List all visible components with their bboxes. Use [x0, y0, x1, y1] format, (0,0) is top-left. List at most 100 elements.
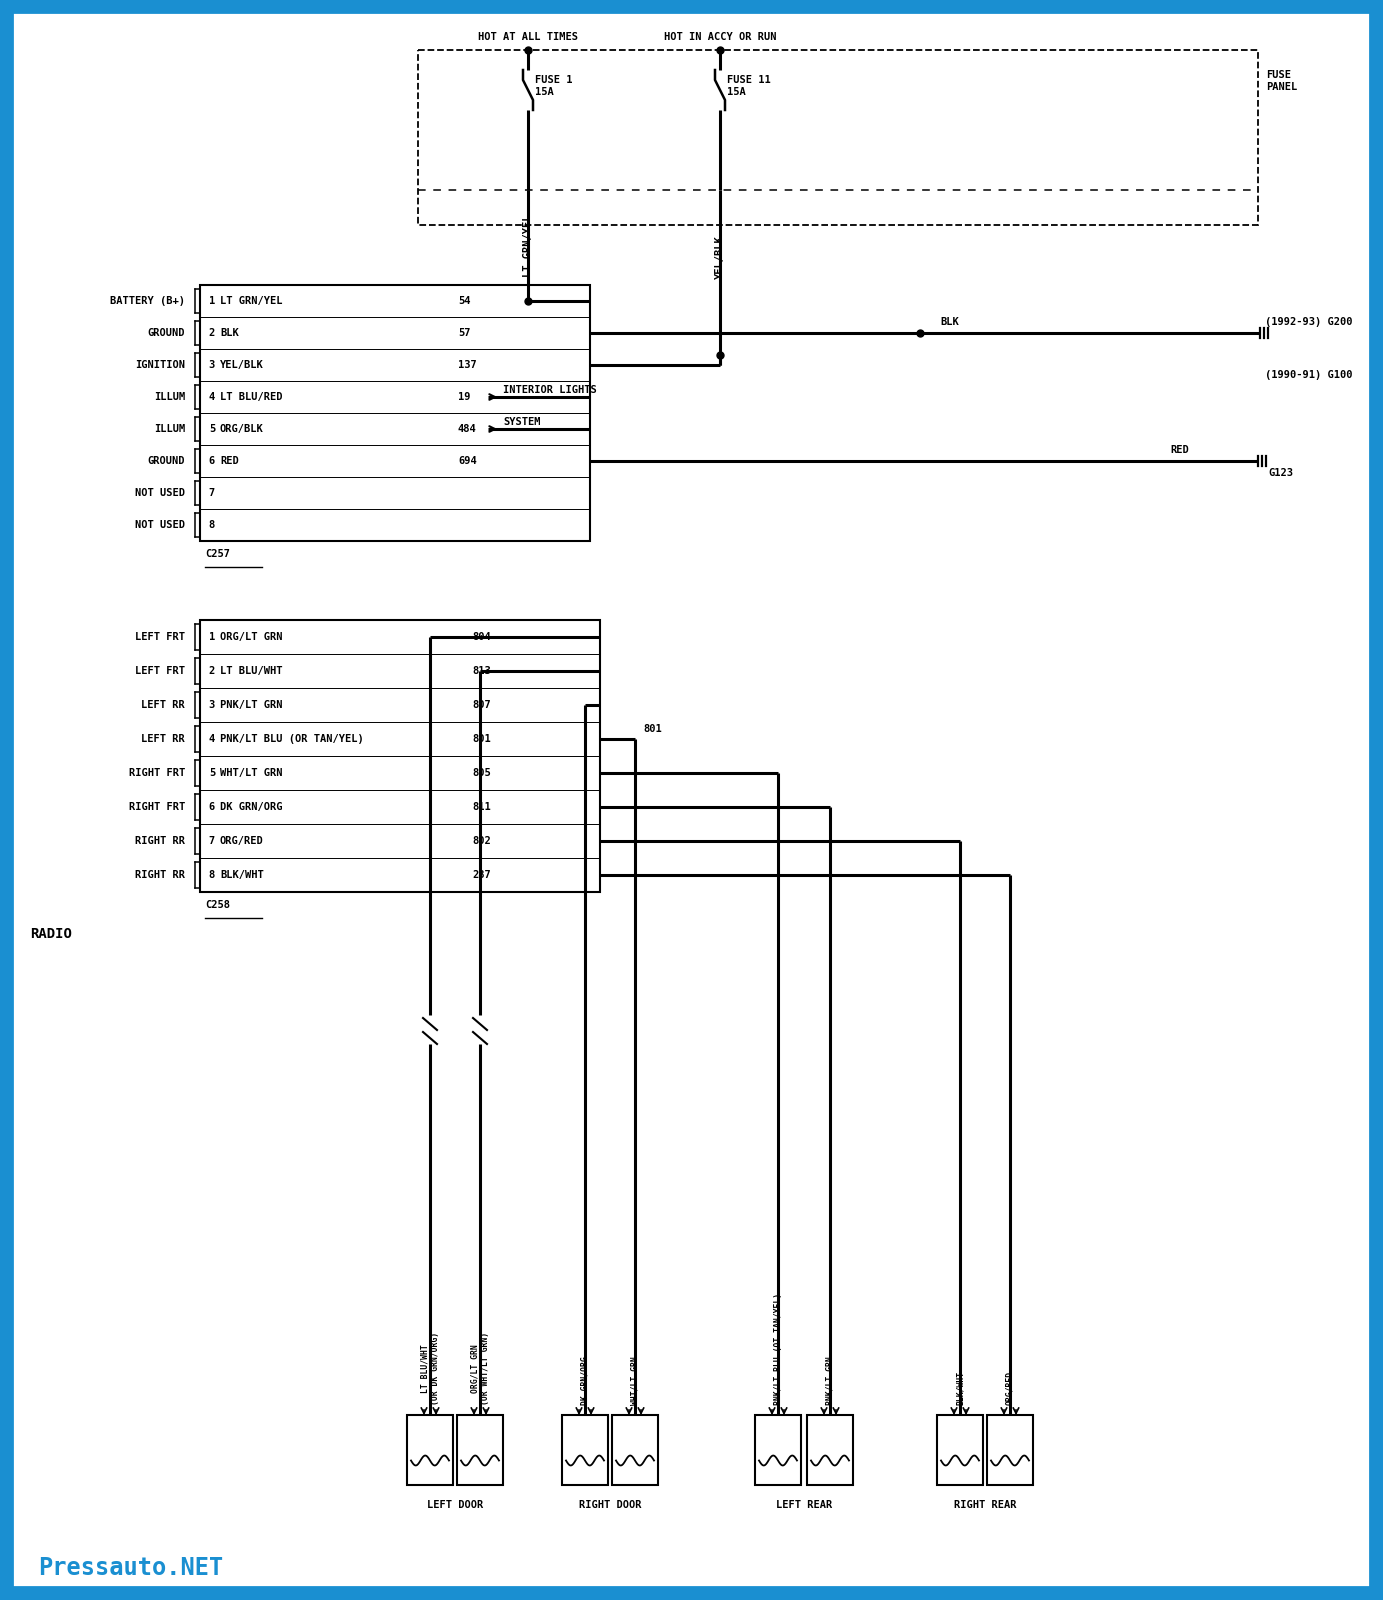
Text: 5: 5 — [209, 768, 214, 778]
Text: 807: 807 — [472, 701, 491, 710]
Text: RIGHT FRT: RIGHT FRT — [129, 802, 185, 813]
Text: 6: 6 — [209, 456, 214, 466]
Text: 4: 4 — [209, 734, 214, 744]
Text: 802: 802 — [472, 835, 491, 846]
Bar — [201, 619, 600, 893]
Text: LEFT RR: LEFT RR — [141, 734, 185, 744]
Text: ORG/LT GRN
(OR WHT/LT GRN): ORG/LT GRN (OR WHT/LT GRN) — [470, 1331, 490, 1405]
Text: ORG/RED: ORG/RED — [220, 835, 264, 846]
Bar — [808, 1414, 853, 1485]
Text: PNK/LT GRN: PNK/LT GRN — [826, 1357, 834, 1405]
Text: LT BLU/WHT: LT BLU/WHT — [220, 666, 282, 675]
Bar — [418, 50, 1259, 226]
Text: LEFT REAR: LEFT REAR — [776, 1501, 833, 1510]
Text: 287: 287 — [472, 870, 491, 880]
Text: FUSE
PANEL: FUSE PANEL — [1265, 70, 1297, 91]
Text: PNK/LT BLU (OT TAN/YEL): PNK/LT BLU (OT TAN/YEL) — [773, 1293, 783, 1405]
Text: 2: 2 — [209, 666, 214, 675]
Text: 694: 694 — [458, 456, 477, 466]
Text: RED: RED — [1170, 445, 1189, 454]
Text: 137: 137 — [458, 360, 477, 370]
Text: 484: 484 — [458, 424, 477, 434]
Text: Pressauto.NET: Pressauto.NET — [37, 1555, 223, 1581]
Text: YEL/BLK: YEL/BLK — [220, 360, 264, 370]
Text: LT BLU/WHT
(OR DK GRN/ORG): LT BLU/WHT (OR DK GRN/ORG) — [420, 1331, 440, 1405]
Text: WHT/LT GRN: WHT/LT GRN — [220, 768, 282, 778]
Text: BLK: BLK — [220, 328, 239, 338]
Text: BLK/WHT: BLK/WHT — [956, 1371, 964, 1405]
Text: 57: 57 — [458, 328, 470, 338]
Bar — [201, 285, 591, 541]
Bar — [987, 1414, 1033, 1485]
Text: 6: 6 — [209, 802, 214, 813]
Text: BLK: BLK — [940, 317, 958, 326]
Text: 1: 1 — [209, 296, 214, 306]
Text: LT GRN/YEL: LT GRN/YEL — [220, 296, 282, 306]
Text: 1: 1 — [209, 632, 214, 642]
Text: 4: 4 — [209, 392, 214, 402]
Text: C257: C257 — [205, 549, 230, 558]
Text: (1992-93) G200: (1992-93) G200 — [1265, 317, 1353, 326]
Text: RADIO: RADIO — [30, 926, 72, 941]
Text: 801: 801 — [643, 723, 661, 734]
Text: LEFT RR: LEFT RR — [141, 701, 185, 710]
Text: DK GRN/ORG: DK GRN/ORG — [581, 1357, 589, 1405]
Text: 804: 804 — [472, 632, 491, 642]
Text: 805: 805 — [472, 768, 491, 778]
Text: ILLUM: ILLUM — [154, 392, 185, 402]
Text: LEFT DOOR: LEFT DOOR — [427, 1501, 483, 1510]
Text: FUSE 11
15A: FUSE 11 15A — [727, 75, 770, 96]
Text: 2: 2 — [209, 328, 214, 338]
Text: 19: 19 — [458, 392, 470, 402]
Text: 811: 811 — [472, 802, 491, 813]
Text: LT GRN/YEL: LT GRN/YEL — [523, 214, 532, 277]
Text: 54: 54 — [458, 296, 470, 306]
Text: RIGHT DOOR: RIGHT DOOR — [578, 1501, 642, 1510]
Bar — [561, 1414, 609, 1485]
Text: RIGHT RR: RIGHT RR — [136, 870, 185, 880]
Text: GROUND: GROUND — [148, 328, 185, 338]
Bar — [407, 1414, 454, 1485]
Text: PNK/LT BLU (OR TAN/YEL): PNK/LT BLU (OR TAN/YEL) — [220, 734, 364, 744]
Text: ORG/BLK: ORG/BLK — [220, 424, 264, 434]
Text: G123: G123 — [1268, 467, 1293, 478]
Text: 8: 8 — [209, 520, 214, 530]
Text: 801: 801 — [472, 734, 491, 744]
Text: HOT AT ALL TIMES: HOT AT ALL TIMES — [479, 32, 578, 42]
Text: LEFT FRT: LEFT FRT — [136, 632, 185, 642]
Text: HOT IN ACCY OR RUN: HOT IN ACCY OR RUN — [664, 32, 776, 42]
Text: 7: 7 — [209, 835, 214, 846]
Text: ORG/LT GRN: ORG/LT GRN — [220, 632, 282, 642]
Text: BATTERY (B+): BATTERY (B+) — [111, 296, 185, 306]
Text: RIGHT REAR: RIGHT REAR — [954, 1501, 1017, 1510]
Text: RIGHT FRT: RIGHT FRT — [129, 768, 185, 778]
Text: RED: RED — [220, 456, 239, 466]
Text: IGNITION: IGNITION — [136, 360, 185, 370]
Text: RIGHT RR: RIGHT RR — [136, 835, 185, 846]
Text: 5: 5 — [209, 424, 214, 434]
Text: PNK/LT GRN: PNK/LT GRN — [220, 701, 282, 710]
Text: C258: C258 — [205, 899, 230, 910]
Bar — [938, 1414, 983, 1485]
Text: 8: 8 — [209, 870, 214, 880]
Text: 3: 3 — [209, 360, 214, 370]
Text: NOT USED: NOT USED — [136, 488, 185, 498]
Text: YEL/BLK: YEL/BLK — [715, 235, 725, 280]
Text: (1990-91) G100: (1990-91) G100 — [1265, 370, 1353, 379]
Text: INTERIOR LIGHTS: INTERIOR LIGHTS — [503, 386, 596, 395]
Text: 3: 3 — [209, 701, 214, 710]
Text: BLK/WHT: BLK/WHT — [220, 870, 264, 880]
Text: WHT/LT GRN: WHT/LT GRN — [631, 1357, 639, 1405]
Bar — [755, 1414, 801, 1485]
Bar — [456, 1414, 503, 1485]
Text: LEFT FRT: LEFT FRT — [136, 666, 185, 675]
Text: ORG/RED: ORG/RED — [1005, 1371, 1015, 1405]
Text: 7: 7 — [209, 488, 214, 498]
Text: ILLUM: ILLUM — [154, 424, 185, 434]
Bar — [613, 1414, 658, 1485]
Text: FUSE 1
15A: FUSE 1 15A — [535, 75, 573, 96]
Text: LT BLU/RED: LT BLU/RED — [220, 392, 282, 402]
Text: DK GRN/ORG: DK GRN/ORG — [220, 802, 282, 813]
Text: SYSTEM: SYSTEM — [503, 418, 541, 427]
Text: GROUND: GROUND — [148, 456, 185, 466]
